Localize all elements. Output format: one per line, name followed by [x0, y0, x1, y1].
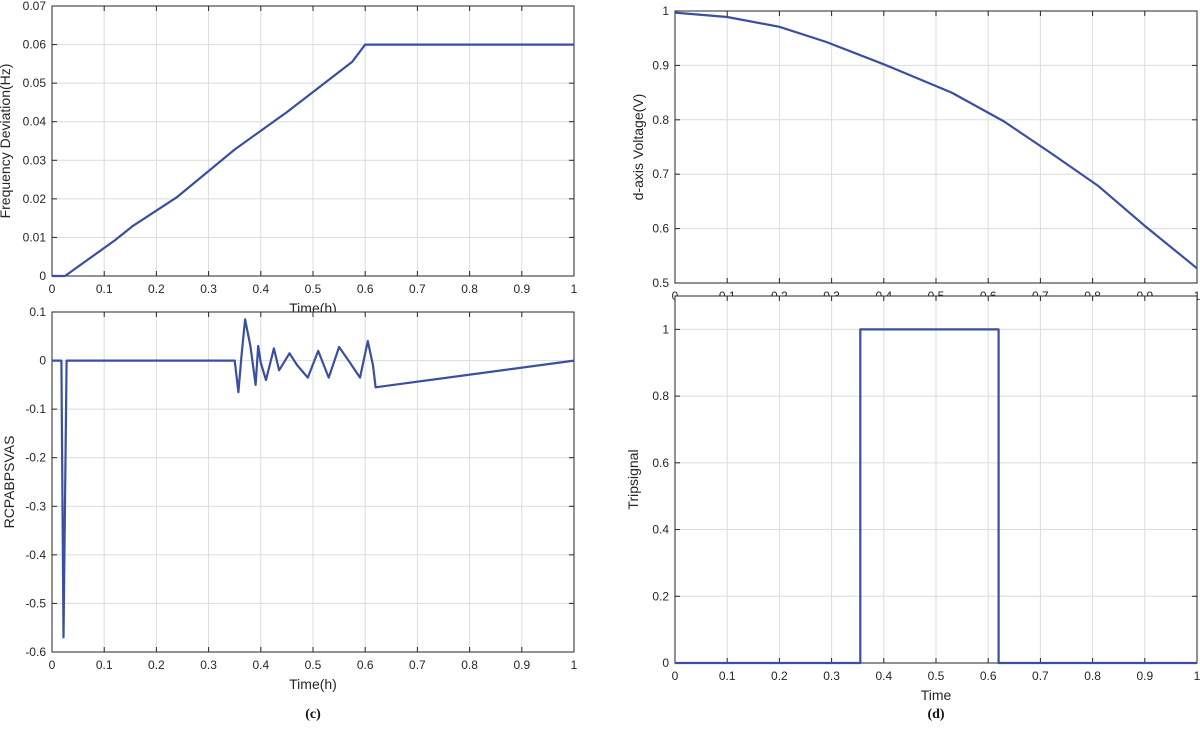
x-tick-label: 0.1 — [719, 669, 736, 683]
x-tick-label: 0.5 — [305, 658, 322, 672]
panel-caption: (d) — [927, 707, 944, 722]
x-tick-label: 0.9 — [513, 658, 530, 672]
x-tick-label: 0.8 — [461, 658, 478, 672]
y-tick-label: 0.9 — [652, 58, 669, 72]
y-tick-label: -0.1 — [25, 402, 46, 416]
y-tick-label: 0.1 — [29, 305, 46, 319]
y-tick-label: -0.3 — [25, 499, 46, 513]
panel-caption: (c) — [305, 707, 321, 722]
y-tick-label: 0.7 — [652, 167, 669, 181]
y-tick-label: 0.4 — [652, 523, 669, 537]
y-tick-label: 0.8 — [652, 389, 669, 403]
y-axis-label: Frequency Deviation(Hz) — [0, 64, 13, 219]
y-tick-label: -0.2 — [25, 451, 46, 465]
x-tick-label: 0 — [49, 282, 56, 296]
x-tick-label: 1 — [571, 658, 578, 672]
x-tick-label: 1 — [1194, 669, 1200, 683]
series-line-b — [674, 11, 1198, 270]
x-tick-label: 0.6 — [357, 282, 374, 296]
x-tick-label: 0.8 — [461, 282, 478, 296]
x-axis-label: Time — [921, 687, 952, 703]
y-tick-label: 1 — [662, 322, 669, 336]
x-tick-label: 1 — [571, 282, 578, 296]
x-tick-label: 0.2 — [148, 282, 165, 296]
x-tick-label: 0.9 — [513, 282, 530, 296]
x-axis-label: Time(h) — [289, 676, 337, 692]
x-tick-label: 0.1 — [96, 658, 113, 672]
x-tick-label: 0.2 — [771, 669, 788, 683]
x-tick-label: 0.3 — [823, 669, 840, 683]
y-tick-label: -0.4 — [25, 548, 46, 562]
y-tick-label: 0.05 — [23, 76, 47, 90]
y-tick-label: 0.2 — [652, 589, 669, 603]
y-tick-label: -0.5 — [25, 596, 46, 610]
y-tick-label: 0.07 — [23, 0, 47, 13]
y-tick-label: 0 — [662, 656, 669, 670]
y-tick-label: 0.01 — [23, 230, 47, 244]
y-axis-label: RCPABPSVAS — [1, 436, 17, 529]
y-tick-label: 0.02 — [23, 192, 47, 206]
x-tick-label: 0.4 — [875, 669, 892, 683]
x-tick-label: 0.7 — [1032, 669, 1049, 683]
y-tick-label: -0.6 — [25, 645, 46, 659]
y-tick-label: 0.06 — [23, 38, 47, 52]
y-tick-label: 0.5 — [652, 276, 669, 290]
y-tick-label: 0.03 — [23, 153, 47, 167]
x-tick-label: 0.9 — [1136, 669, 1153, 683]
y-tick-label: 0.6 — [652, 456, 669, 470]
x-tick-label: 0.3 — [200, 282, 217, 296]
series-line-a — [52, 43, 574, 278]
x-tick-label: 0.4 — [252, 658, 269, 672]
y-tick-label: 0 — [39, 269, 46, 283]
x-tick-label: 0.3 — [200, 658, 217, 672]
x-tick-label: 0.7 — [409, 658, 426, 672]
x-tick-label: 0.6 — [980, 669, 997, 683]
x-tick-label: 0.4 — [252, 282, 269, 296]
x-tick-label: 0 — [672, 669, 679, 683]
series-line-d — [675, 328, 1197, 665]
x-tick-label: 0.7 — [409, 282, 426, 296]
chart-panel-d: 0 0.1 0.2 0.3 0.4 0.5 0.6 0.7 0.8 0.9 1 0 0.2 0.4 0.6 0… — [625, 295, 1200, 722]
series-line-c — [52, 318, 575, 639]
x-tick-label: 0.2 — [148, 658, 165, 672]
chart-panel-a: 0 0.1 0.2 0.3 0.4 0.5 0.6 0.7 0.8 0.9 100.010.020.… — [0, 0, 578, 352]
x-tick-label: 0.8 — [1084, 669, 1101, 683]
y-axis-label: Tripsignal — [625, 449, 641, 509]
y-tick-label: 0.04 — [23, 115, 47, 129]
y-tick-label: 0.8 — [652, 113, 669, 127]
y-tick-label: 0.6 — [652, 222, 669, 236]
chart-panel-c: 0 0.1 0.2 0.3 0.4 0.5 0.6 0.7 0.8 0.9 1 -0.6 -0.5 -0.… — [1, 305, 578, 722]
x-tick-label: 0.5 — [305, 282, 322, 296]
x-tick-label: 0.6 — [357, 658, 374, 672]
y-tick-label: 0 — [39, 354, 46, 368]
x-tick-label: 0.5 — [928, 669, 945, 683]
x-tick-label: 0 — [49, 658, 56, 672]
x-tick-label: 0.1 — [96, 282, 113, 296]
y-tick-label: 1 — [662, 4, 669, 18]
y-axis-label: d-axis Voltage(V) — [630, 94, 646, 201]
